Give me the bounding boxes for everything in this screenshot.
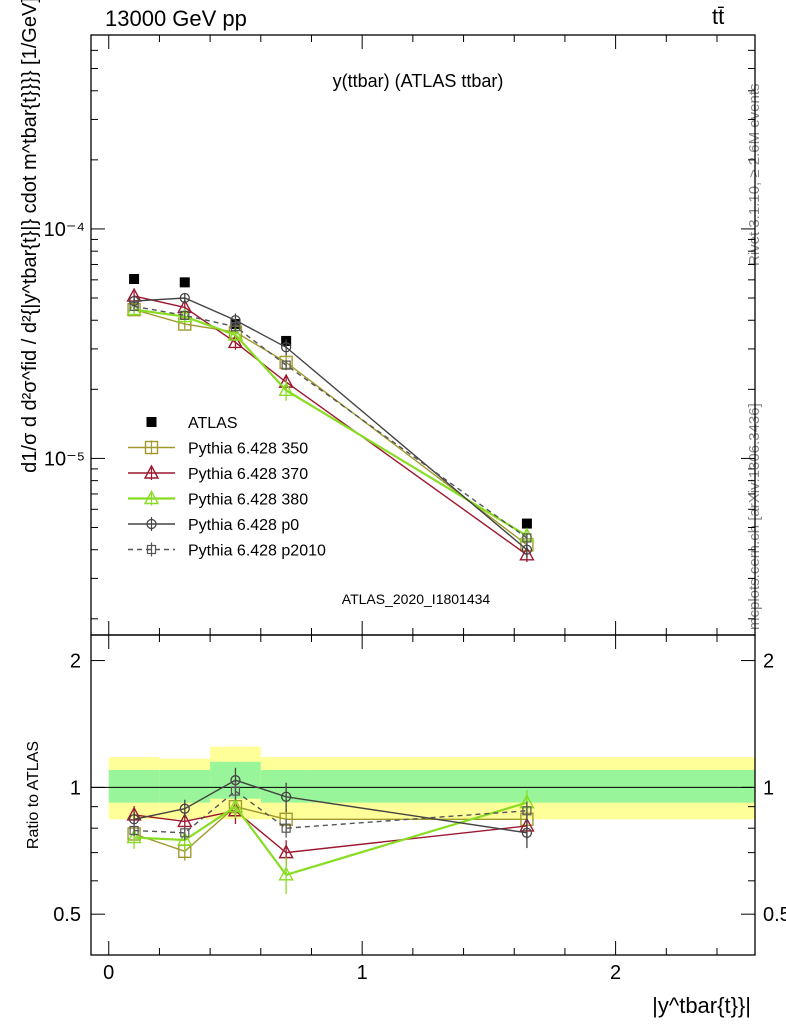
main-series: [126, 274, 535, 563]
ratio-point-p2010: [129, 825, 139, 836]
point-p380: [126, 301, 142, 316]
ratio-y-tick-label: 2: [70, 651, 81, 673]
legend-marker-p370: [143, 464, 160, 479]
ratio-point-p380: [177, 831, 193, 846]
ratio-point-p0: [521, 827, 533, 838]
ratio-y-tick-label: 0.5: [53, 904, 81, 926]
band-inner: [108, 769, 160, 803]
ratio-point-p0: [280, 791, 292, 802]
ratio-point-p2010: [180, 828, 190, 838]
point-p370: [227, 334, 244, 349]
point-p380: [227, 326, 244, 341]
point-p0: [521, 544, 533, 555]
chart-title: y(ttbar) (ATLAS ttbar): [333, 71, 504, 91]
ratio-point-p380: [278, 866, 294, 881]
point-ATLAS: [129, 274, 140, 285]
ratio-y-tick-label: 1: [70, 777, 81, 799]
x-axis-label: |y^tbar{t}}|: [652, 993, 751, 1018]
point-p2010: [522, 533, 532, 543]
x-tick-label: 2: [610, 962, 621, 984]
ratio-y-axis-label: Ratio to ATLAS: [25, 741, 42, 849]
ratio-y-tick-label-right: 1: [763, 777, 774, 799]
header-left: 13000 GeV pp: [105, 6, 247, 31]
legend-marker-p380: [143, 490, 160, 505]
x-tick-label: 0: [103, 962, 114, 984]
y-tick-label: 10⁻⁵: [44, 448, 85, 470]
legend-marker-p2010: [146, 544, 157, 555]
point-p0: [280, 342, 292, 353]
legend-marker-ATLAS: [146, 417, 157, 427]
point-p370: [519, 546, 535, 561]
point-ATLAS: [521, 518, 532, 529]
ratio-point-p0: [179, 803, 190, 814]
ratio-point-p0: [128, 814, 140, 825]
legend-label-p0: Pythia 6.428 p0: [188, 517, 299, 534]
ratio-y-tick-label-right: 0.5: [763, 904, 786, 926]
y-axis-label: d1/σ d d²σ^fid / d²{|y^tbar{t}|} cdot m^…: [19, 0, 41, 473]
ratio-point-p380: [126, 829, 142, 844]
legend-label-ATLAS: ATLAS: [188, 415, 238, 432]
point-p2010: [281, 360, 291, 370]
legend-label-p380: Pythia 6.428 380: [188, 492, 308, 509]
point-ATLAS: [179, 277, 190, 288]
band-inner: [159, 769, 211, 803]
legend-label-p350: Pythia 6.428 350: [188, 441, 308, 458]
point-p2010: [129, 301, 139, 311]
point-p2010: [180, 310, 190, 320]
legend-marker-p350: [144, 440, 159, 455]
ratio-point-p2010: [522, 806, 532, 816]
legend-marker-p0: [146, 518, 157, 530]
ratio-frame: [90, 634, 756, 956]
header-right: tt̄: [712, 4, 725, 29]
point-p380: [278, 381, 294, 397]
point-p2010: [230, 322, 241, 332]
y-tick-label: 10⁻⁴: [44, 219, 85, 241]
ratio-point-p2010: [281, 823, 291, 833]
ratio-point-p380: [227, 798, 244, 813]
ratio-y-tick-label-right: 2: [763, 651, 774, 673]
legend-label-p2010: Pythia 6.428 p2010: [188, 543, 326, 560]
analysis-watermark: ATLAS_2020_I1801434: [342, 591, 491, 607]
ratio-point-p2010: [230, 786, 241, 796]
legend: ATLAS Pythia 6.428 350 Pythia 6.428 370 Pyt…: [128, 415, 326, 560]
ratio-series: [126, 767, 535, 895]
band-inner: [311, 769, 755, 803]
point-p0: [179, 292, 190, 304]
ratio-uncertainty-bands: [108, 746, 755, 820]
axes: [90, 34, 756, 956]
legend-label-p370: Pythia 6.428 370: [188, 466, 308, 483]
x-tick-label: 1: [357, 962, 368, 984]
